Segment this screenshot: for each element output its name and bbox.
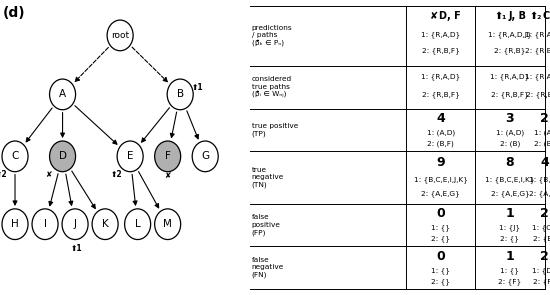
- Text: 2: (B,F): 2: (B,F): [427, 140, 454, 147]
- Text: 1: {R,A,D}: 1: {R,A,D}: [525, 74, 550, 81]
- Text: 0: 0: [436, 207, 445, 220]
- Text: M: M: [163, 219, 172, 229]
- Text: root: root: [111, 31, 129, 40]
- Text: 1: {B,C,E,I,K}: 1: {B,C,E,I,K}: [485, 176, 535, 183]
- Circle shape: [50, 141, 75, 172]
- Text: ⬆₂: ⬆₂: [529, 11, 542, 21]
- Circle shape: [92, 209, 118, 240]
- Circle shape: [2, 141, 28, 172]
- Text: 2: {E}: 2: {E}: [533, 235, 550, 242]
- Text: 8: 8: [505, 156, 514, 169]
- Text: 2: {}: 2: {}: [431, 278, 450, 285]
- Text: 1: {}: 1: {}: [500, 267, 519, 274]
- Text: true
negative
(TN): true negative (TN): [252, 167, 284, 188]
- Text: H: H: [11, 219, 19, 229]
- Text: 1: 1: [505, 250, 514, 263]
- Text: 1: {}: 1: {}: [431, 267, 450, 274]
- Text: false
positive
(FP): false positive (FP): [252, 214, 280, 236]
- Text: 1: {R,A,C}: 1: {R,A,C}: [525, 31, 550, 38]
- Text: 2: {}: 2: {}: [500, 235, 519, 242]
- Circle shape: [62, 209, 88, 240]
- Text: 2: {A,E,G}: 2: {A,E,G}: [491, 190, 529, 197]
- Text: 1: {B,C,E,I,J,K}: 1: {B,C,E,I,J,K}: [414, 176, 468, 183]
- Text: 1: {R,A,D,J}: 1: {R,A,D,J}: [488, 31, 532, 38]
- Circle shape: [167, 79, 193, 110]
- Text: ✘: ✘: [45, 170, 51, 179]
- Text: 1: (A,D): 1: (A,D): [427, 129, 455, 136]
- Text: J, B: J, B: [508, 11, 526, 21]
- Text: 1: 1: [505, 207, 514, 220]
- Text: 2: (B): 2: (B): [534, 140, 550, 147]
- Text: A: A: [59, 89, 66, 99]
- Circle shape: [192, 141, 218, 172]
- Text: B: B: [177, 89, 184, 99]
- Circle shape: [125, 209, 151, 240]
- Text: 4: 4: [540, 156, 549, 169]
- Text: 2: 2: [540, 207, 549, 220]
- Text: 2: {R,B,E}: 2: {R,B,E}: [525, 47, 550, 53]
- Circle shape: [155, 209, 181, 240]
- Text: 1: (A): 1: (A): [534, 129, 550, 136]
- Text: 4: 4: [436, 112, 445, 125]
- Text: 2: {R,B}: 2: {R,B}: [494, 47, 526, 53]
- Text: ⬆2: ⬆2: [0, 170, 8, 178]
- Text: I: I: [43, 219, 47, 229]
- Text: 2: 2: [540, 112, 549, 125]
- Text: D: D: [58, 151, 67, 161]
- Text: true positive
(TP): true positive (TP): [252, 123, 298, 137]
- Text: 2: {R,B,F}: 2: {R,B,F}: [422, 91, 460, 98]
- Text: ⬆2: ⬆2: [111, 170, 123, 178]
- Text: false
negative
(FN): false negative (FN): [252, 257, 284, 278]
- Text: 2: {R,B,F}: 2: {R,B,F}: [526, 91, 550, 98]
- Text: 0: 0: [436, 250, 445, 263]
- Text: J: J: [74, 219, 76, 229]
- Text: L: L: [135, 219, 140, 229]
- Text: 1: {D}: 1: {D}: [532, 267, 550, 274]
- Text: predictions
/ paths
(β̂ₖ ∈ Pₙ): predictions / paths (β̂ₖ ∈ Pₙ): [252, 25, 293, 47]
- Text: F: F: [165, 151, 170, 161]
- Text: 2: {R,B,F}: 2: {R,B,F}: [422, 47, 460, 53]
- Text: 2: {A,G}: 2: {A,G}: [529, 190, 550, 197]
- Text: 1: {J}: 1: {J}: [499, 224, 520, 231]
- Text: E: E: [127, 151, 134, 161]
- Text: (d): (d): [3, 6, 25, 20]
- Text: 2: {A,E,G}: 2: {A,E,G}: [421, 190, 460, 197]
- Circle shape: [155, 141, 181, 172]
- Text: D, F: D, F: [439, 11, 461, 21]
- Text: 1: (A,D): 1: (A,D): [496, 129, 524, 136]
- Text: ⬆₁: ⬆₁: [494, 11, 507, 21]
- Text: considered
true paths
(β̂ᵢ ∈ Wₙⱼ): considered true paths (β̂ᵢ ∈ Wₙⱼ): [252, 76, 292, 99]
- Circle shape: [32, 209, 58, 240]
- Text: G: G: [201, 151, 209, 161]
- Text: ✘: ✘: [430, 11, 438, 21]
- Text: 2: {R,B,F}: 2: {R,B,F}: [491, 91, 529, 98]
- Text: 2: 2: [540, 250, 549, 263]
- Text: 3: 3: [505, 112, 514, 125]
- Text: ✘: ✘: [164, 171, 171, 180]
- Text: K: K: [102, 219, 108, 229]
- Text: 1: {R,A,D}: 1: {R,A,D}: [490, 74, 530, 81]
- Circle shape: [2, 209, 28, 240]
- Text: C, E: C, E: [543, 11, 550, 21]
- Text: 1: {B,E}: 1: {B,E}: [529, 176, 550, 183]
- Text: ⬆1: ⬆1: [72, 244, 83, 253]
- Text: 2: {F}: 2: {F}: [498, 278, 521, 285]
- Text: 1: {}: 1: {}: [431, 224, 450, 231]
- Text: 2: {}: 2: {}: [431, 235, 450, 242]
- Text: 2: {F}: 2: {F}: [533, 278, 550, 285]
- Circle shape: [117, 141, 143, 172]
- Text: 1: {R,A,D}: 1: {R,A,D}: [421, 31, 460, 38]
- Text: 1: {R,A,D}: 1: {R,A,D}: [421, 74, 460, 81]
- Circle shape: [107, 20, 133, 51]
- Circle shape: [50, 79, 75, 110]
- Text: 9: 9: [437, 156, 445, 169]
- Text: ⬆1: ⬆1: [191, 83, 203, 91]
- Text: C: C: [12, 151, 19, 161]
- Text: 2: (B): 2: (B): [500, 140, 520, 147]
- Text: 1: {C}: 1: {C}: [532, 224, 550, 231]
